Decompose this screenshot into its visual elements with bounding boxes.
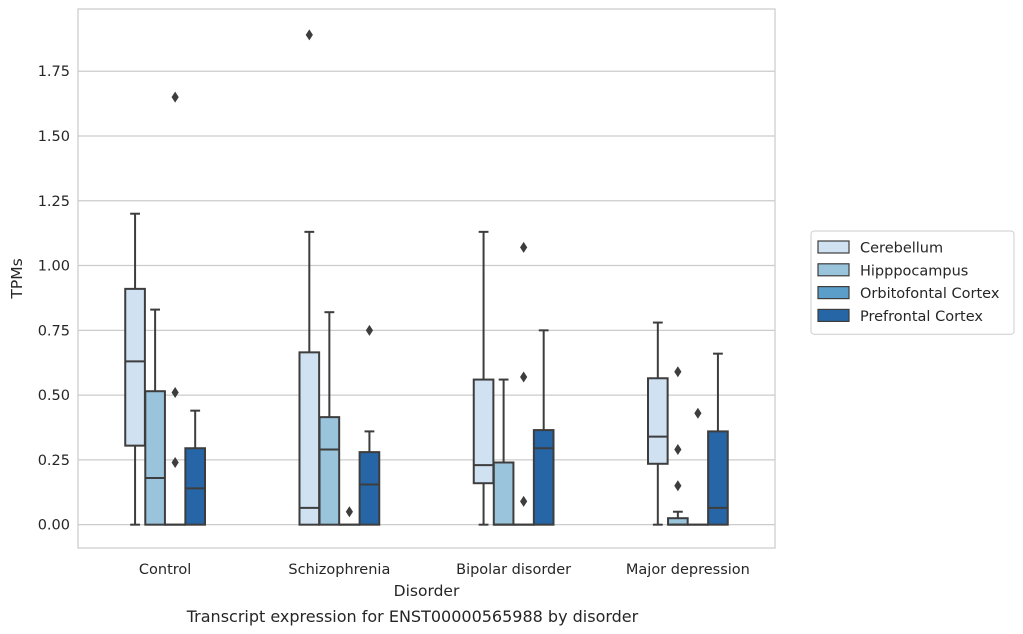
legend-swatch bbox=[817, 263, 850, 277]
outlier-point bbox=[674, 480, 682, 492]
box-body bbox=[144, 390, 166, 526]
x-tick-label: Control bbox=[139, 562, 191, 578]
y-tick-labels: 0.00 0.25 0.50 0.75 1.00 1.25 1.50 1.75 bbox=[38, 64, 70, 533]
legend-swatch bbox=[817, 286, 850, 300]
outlier-point bbox=[305, 29, 313, 41]
box-element bbox=[144, 308, 166, 526]
box-body bbox=[532, 429, 555, 526]
plot-frame bbox=[77, 8, 776, 549]
y-tick-label: 0.00 bbox=[38, 518, 70, 534]
outlier-point bbox=[171, 456, 179, 468]
legend-label: Cerebellum bbox=[860, 241, 943, 257]
box-body bbox=[184, 447, 207, 526]
legend-frame bbox=[810, 230, 1015, 335]
chart-caption: Transcript expression for ENST0000056598… bbox=[186, 607, 639, 626]
y-tick-label: 1.00 bbox=[38, 259, 70, 275]
box-element bbox=[532, 329, 555, 526]
x-tick-label: Major depression bbox=[626, 562, 750, 578]
box-body bbox=[298, 351, 321, 526]
outlier-point bbox=[520, 241, 528, 253]
box-body bbox=[318, 416, 341, 526]
box-body bbox=[472, 378, 495, 485]
box-element bbox=[164, 91, 186, 526]
y-tick-label: 1.75 bbox=[38, 64, 70, 80]
legend-label: Orbitofontal Cortex bbox=[860, 286, 1000, 302]
box-element bbox=[707, 352, 729, 526]
legend-swatch bbox=[817, 308, 850, 322]
outlier-point bbox=[171, 387, 179, 399]
legend: Cerebellum Hipppocampus Orbitofontal Corte… bbox=[810, 230, 1015, 335]
outlier-point bbox=[345, 506, 353, 518]
box-element bbox=[667, 366, 689, 526]
x-tick-label: Bipolar disorder bbox=[456, 562, 571, 578]
outlier-point bbox=[520, 371, 528, 383]
box-body bbox=[492, 461, 515, 526]
box-element bbox=[512, 241, 535, 526]
outlier-point bbox=[365, 324, 374, 336]
x-tick-label: Schizophrenia bbox=[288, 562, 390, 578]
outlier-point bbox=[674, 444, 682, 456]
y-axis-title: TPMs bbox=[8, 258, 26, 299]
y-tick-label: 0.75 bbox=[38, 323, 70, 339]
y-grid-lines bbox=[78, 70, 775, 526]
legend-swatch bbox=[817, 240, 850, 254]
legend-label: Hipppocampus bbox=[860, 263, 968, 279]
box-body bbox=[124, 287, 146, 447]
box-element bbox=[318, 311, 341, 526]
box-element bbox=[492, 378, 515, 526]
outlier-point bbox=[171, 91, 179, 103]
box-element bbox=[358, 324, 381, 526]
box-element bbox=[646, 321, 669, 526]
box-body bbox=[707, 430, 729, 526]
box-element bbox=[472, 230, 495, 526]
x-axis-title: Disorder bbox=[394, 582, 460, 600]
legend-label: Prefrontal Cortex bbox=[860, 309, 983, 325]
y-tick-label: 1.50 bbox=[38, 129, 70, 145]
box-element bbox=[124, 212, 146, 526]
outlier-point bbox=[674, 366, 682, 378]
box-element bbox=[338, 506, 361, 526]
box-body bbox=[358, 451, 381, 526]
y-tick-label: 0.25 bbox=[38, 453, 70, 469]
y-tick-label: 1.25 bbox=[38, 194, 70, 210]
box-body bbox=[646, 377, 669, 465]
box-element bbox=[298, 29, 321, 526]
outlier-point bbox=[520, 495, 528, 507]
x-tick-labels: Control Schizophrenia Bipolar disorder Majo… bbox=[139, 562, 750, 578]
plot-boxes bbox=[124, 29, 729, 526]
box-element bbox=[687, 407, 709, 526]
box-element bbox=[184, 409, 207, 526]
y-tick-label: 0.50 bbox=[38, 388, 70, 404]
outlier-point bbox=[694, 407, 702, 419]
